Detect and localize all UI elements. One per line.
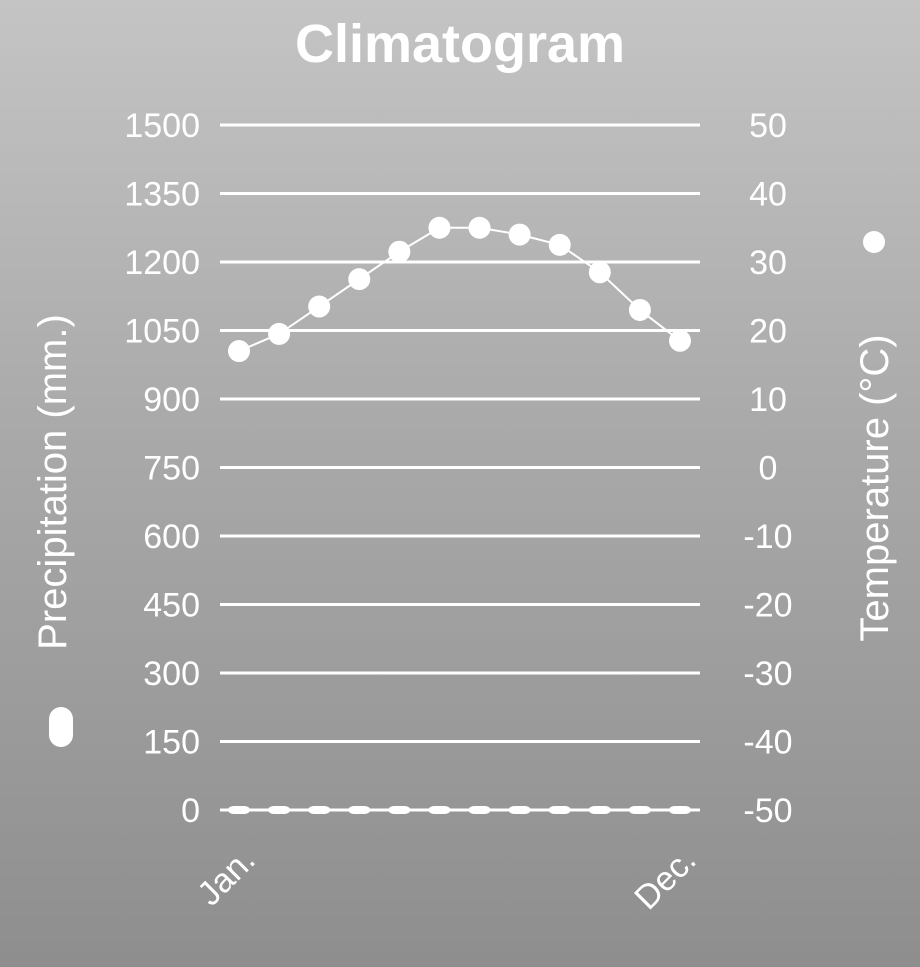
- precipitation-bars: [228, 806, 691, 814]
- left-tick-label: 1350: [124, 176, 200, 214]
- temperature-point: [669, 329, 691, 352]
- precipitation-bar: [348, 806, 371, 814]
- precipitation-bar: [388, 806, 411, 814]
- right-tick-label: 50: [749, 107, 787, 145]
- left-tick-label: 1200: [124, 244, 200, 282]
- temperature-point: [428, 216, 451, 239]
- left-tick-label: 0: [181, 792, 200, 830]
- right-tick-label: -40: [743, 724, 792, 762]
- temperature-legend-marker: [863, 231, 885, 253]
- x-tick-label: Jan.: [190, 841, 262, 913]
- left-tick-label: 750: [143, 450, 200, 488]
- precipitation-legend-marker: [49, 707, 73, 747]
- left-tick-label: 1500: [124, 107, 200, 145]
- left-tick-label: 1050: [124, 313, 200, 351]
- x-axis-ticks: Jan. Dec.: [190, 841, 703, 917]
- gridlines: [220, 123, 700, 812]
- chart-title: Climatogram: [295, 14, 625, 74]
- precipitation-bar: [428, 806, 451, 814]
- right-axis-label-group: Temperature (°C): [853, 231, 897, 642]
- left-axis-label-group: Precipitation (mm.): [31, 314, 75, 747]
- right-tick-label: -20: [743, 587, 792, 625]
- temperature-point: [588, 261, 611, 284]
- right-tick-label: -30: [743, 655, 792, 693]
- left-tick-label: 450: [143, 587, 200, 625]
- precipitation-bar: [308, 806, 331, 814]
- temperature-point: [468, 216, 491, 239]
- right-tick-label: 0: [759, 450, 778, 488]
- precipitation-bar: [628, 806, 651, 814]
- right-axis-ticks: 50 40 30 20 10 0 -10 -20 -30 -40 -50: [743, 107, 792, 830]
- left-axis-label: Precipitation (mm.): [31, 314, 75, 650]
- temperature-point: [548, 233, 571, 256]
- x-tick-label: Dec.: [627, 841, 703, 917]
- temperature-point: [628, 298, 651, 321]
- precipitation-bar: [548, 806, 571, 814]
- right-tick-label: 10: [749, 381, 787, 419]
- temperature-point: [508, 223, 531, 246]
- right-tick-label: 20: [749, 313, 787, 351]
- precipitation-bar: [588, 806, 611, 814]
- left-tick-label: 300: [143, 655, 200, 693]
- temperature-point: [308, 295, 331, 318]
- precipitation-bar: [268, 806, 291, 814]
- right-tick-label: 30: [749, 244, 787, 282]
- temperature-point: [268, 322, 291, 345]
- precipitation-bar: [228, 806, 250, 814]
- precipitation-bar: [468, 806, 491, 814]
- precipitation-bar: [669, 806, 691, 814]
- right-tick-label: -10: [743, 518, 792, 556]
- precipitation-bar: [508, 806, 531, 814]
- right-tick-label: -50: [743, 792, 792, 830]
- left-tick-label: 900: [143, 381, 200, 419]
- temperature-line: [238, 226, 681, 352]
- temperature-point: [228, 340, 250, 363]
- left-tick-label: 150: [143, 724, 200, 762]
- left-tick-label: 600: [143, 518, 200, 556]
- right-tick-label: 40: [749, 176, 787, 214]
- temperature-point: [348, 268, 371, 291]
- right-axis-label: Temperature (°C): [853, 334, 897, 641]
- temperature-point: [388, 240, 411, 263]
- temperature-series: [228, 216, 691, 363]
